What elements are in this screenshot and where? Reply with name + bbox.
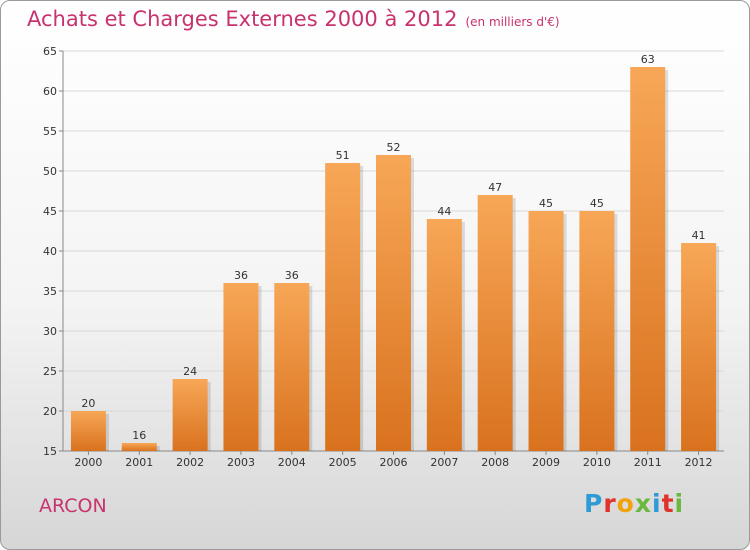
y-tick-label: 30 — [43, 325, 57, 338]
logo-letter: i — [674, 489, 685, 518]
x-tick-label: 2002 — [176, 456, 204, 469]
x-tick-label: 2004 — [278, 456, 306, 469]
bar-2009 — [528, 211, 564, 451]
x-tick-label: 2008 — [481, 456, 509, 469]
value-label: 41 — [692, 229, 706, 242]
y-tick-label: 65 — [43, 45, 57, 58]
bar-2006 — [376, 155, 411, 451]
bar-2010 — [579, 211, 615, 451]
value-label: 63 — [641, 53, 655, 66]
bar-2008 — [477, 195, 513, 451]
x-tick-label: 2012 — [685, 456, 713, 469]
value-label: 16 — [132, 429, 146, 442]
value-label: 51 — [336, 149, 350, 162]
bar-2001 — [121, 443, 157, 451]
logo-letter: x — [634, 489, 652, 518]
bar-layer: 20 16 24 36 36 51 52 44 47 45 45 63 41 — [70, 53, 720, 451]
y-tick-label: 15 — [43, 445, 57, 458]
y-tick-label: 50 — [43, 165, 57, 178]
chart-title: Achats et Charges Externes 2000 à 2012 (e… — [27, 7, 560, 31]
chart-subtitle: (en milliers d'€) — [465, 15, 560, 29]
value-label: 44 — [437, 205, 451, 218]
place-name: ARCON — [39, 495, 107, 517]
bar-2011 — [630, 67, 666, 451]
value-label: 52 — [387, 141, 401, 154]
value-label: 47 — [488, 181, 502, 194]
proxiti-logo: Proxiti — [584, 489, 684, 518]
x-tick-label: 2003 — [227, 456, 255, 469]
value-label: 36 — [234, 269, 248, 282]
x-tick-label: 2000 — [74, 456, 102, 469]
value-label: 45 — [590, 197, 604, 210]
value-label: 45 — [539, 197, 553, 210]
logo-letter: r — [603, 489, 617, 518]
x-tick-label: 2007 — [430, 456, 458, 469]
x-tick-label: 2005 — [329, 456, 357, 469]
x-tick-label: 2009 — [532, 456, 560, 469]
bar-2005 — [325, 163, 361, 451]
logo-letter: t — [661, 489, 675, 518]
x-tick-label: 2010 — [583, 456, 611, 469]
bar-2004 — [274, 283, 310, 451]
logo-letter: P — [584, 489, 604, 518]
value-label: 36 — [285, 269, 299, 282]
logo-letter: o — [616, 489, 635, 518]
chart-title-text: Achats et Charges Externes 2000 à 2012 — [27, 7, 458, 31]
bar-2002 — [172, 379, 208, 451]
x-tick-label: 2011 — [634, 456, 662, 469]
x-tick-label: 2006 — [380, 456, 408, 469]
y-tick-label: 40 — [43, 245, 57, 258]
value-label: 20 — [81, 397, 95, 410]
bar-2000 — [70, 411, 106, 451]
logo-letter: i — [652, 489, 662, 518]
y-tick-label: 35 — [43, 285, 57, 298]
y-tick-label: 60 — [43, 85, 57, 98]
value-label: 24 — [183, 365, 197, 378]
bar-2012 — [681, 243, 717, 451]
y-tick-label: 20 — [43, 405, 57, 418]
x-tick-label: 2001 — [125, 456, 153, 469]
bar-2003 — [223, 283, 259, 451]
bar-2007 — [426, 219, 462, 451]
y-tick-label: 25 — [43, 365, 57, 378]
y-tick-label: 55 — [43, 125, 57, 138]
y-tick-label: 45 — [43, 205, 57, 218]
